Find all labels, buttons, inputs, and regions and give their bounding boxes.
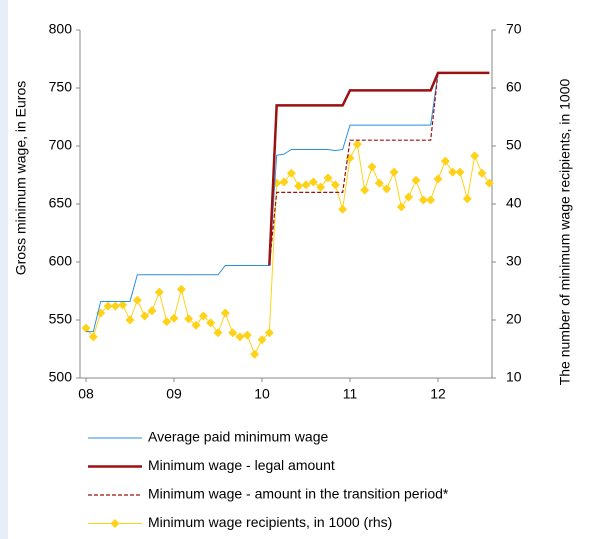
marker [323,173,333,183]
marker [264,328,274,338]
y-tick-label: 600 [49,253,73,269]
marker [184,314,194,324]
marker [404,192,414,202]
legend-label: Minimum wage - legal amount [148,457,335,473]
marker [484,178,494,188]
x-tick-label: 08 [78,386,94,402]
marker [308,177,318,187]
marker [330,180,340,190]
marker [257,335,267,345]
y2-tick-label: 40 [506,195,522,211]
marker [118,300,128,310]
marker [426,195,436,205]
marker [470,151,480,161]
marker [228,328,238,338]
marker [132,295,142,305]
marker [411,175,421,185]
y2-axis-label: The number of minimum wage recipients, i… [557,78,573,385]
marker [360,185,370,195]
series-line [85,142,490,356]
marker [191,320,201,330]
legend-label: Average paid minimum wage [148,429,328,445]
y-tick-label: 650 [49,195,73,211]
series-line [268,72,490,266]
marker [396,202,406,212]
marker [389,167,399,177]
legend-marker [110,519,120,528]
x-tick-label: 11 [343,386,358,402]
marker [477,168,487,178]
marker [279,177,289,187]
y-tick-label: 750 [49,79,73,95]
marker [382,184,392,194]
legend-label: Minimum wage recipients, in 1000 (rhs) [148,514,392,530]
marker [162,317,172,327]
marker [220,308,230,318]
marker [198,311,208,321]
series-line [268,71,490,266]
marker [250,349,260,359]
y2-tick-label: 20 [506,311,522,327]
marker [206,318,216,328]
y2-tick-label: 50 [506,137,522,153]
x-tick-label: 10 [254,386,270,402]
y-axis-label: Gross minimum wage, in Euros [13,81,29,276]
marker [286,168,296,178]
marker [462,194,472,204]
series-line [86,72,490,333]
y2-tick-label: 30 [506,253,522,269]
y-tick-label: 550 [49,311,73,327]
marker [440,156,450,166]
marker [110,301,120,311]
marker [140,311,150,321]
marker [433,174,443,184]
marker [169,313,179,323]
y2-tick-label: 60 [506,79,522,95]
marker [213,328,223,338]
marker [103,301,113,311]
marker [147,306,157,316]
y-tick-label: 700 [49,137,73,153]
marker [88,332,98,342]
side-band [0,0,8,539]
marker [242,330,252,340]
marker [455,167,465,177]
marker [448,167,458,177]
x-tick-label: 12 [430,386,446,402]
marker [338,204,348,214]
y-tick-label: 800 [49,21,73,37]
marker [301,180,311,190]
y-tick-label: 500 [49,369,73,385]
x-tick-label: 09 [166,386,182,402]
marker [154,287,164,297]
marker [367,162,377,172]
legend-label: Minimum wage - amount in the transition … [148,486,449,502]
y2-tick-label: 10 [506,369,522,385]
y2-tick-label: 70 [506,21,522,37]
marker [125,315,135,325]
marker [235,332,245,342]
marker [176,284,186,294]
marker [294,181,304,191]
marker [316,182,326,192]
marker [418,195,428,205]
marker [352,139,362,149]
marker [374,178,384,188]
marker [81,323,91,333]
